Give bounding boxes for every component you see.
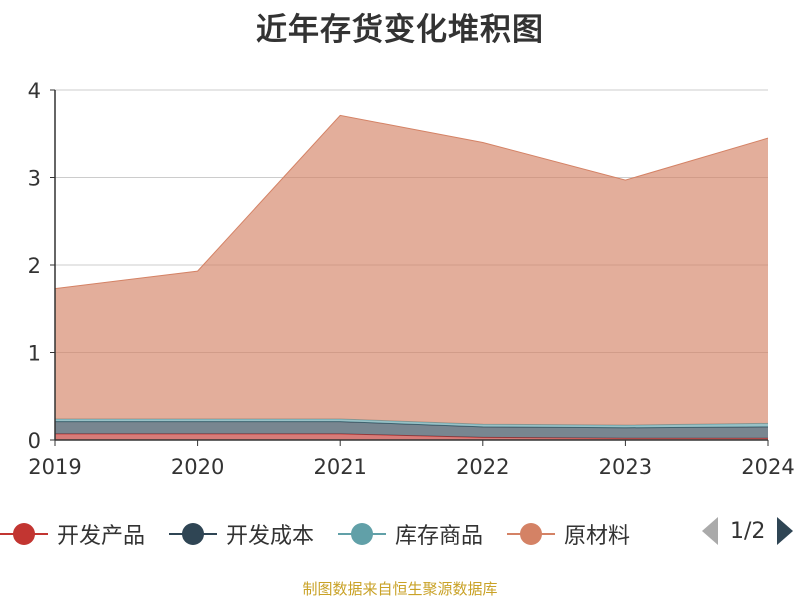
legend-item[interactable]: 开发成本	[169, 518, 314, 550]
chart-title: 近年存货变化堆积图	[256, 12, 544, 48]
legend-prev-page-icon[interactable]	[702, 517, 718, 545]
legend-item[interactable]: 开发产品	[0, 518, 145, 550]
area-库存商品	[55, 419, 768, 428]
legend-marker-icon	[507, 519, 556, 549]
legend-marker-dot	[182, 523, 205, 545]
legend-label: 库存商品	[395, 524, 484, 549]
legend-marker-icon	[169, 519, 218, 549]
x-tick-label: 2023	[599, 455, 652, 479]
legend-marker-icon	[0, 519, 48, 549]
area-line-原材料	[54, 114, 769, 290]
legend-marker-dot	[13, 523, 35, 545]
y-tick-label: 4	[28, 79, 41, 103]
area-原材料	[55, 115, 768, 426]
legend-label: 原材料	[564, 524, 631, 549]
legend-item[interactable]: 库存商品	[338, 518, 483, 550]
x-tick-label: 2019	[28, 455, 81, 479]
axes: 0 1 2 3 4 2019 2020 2021 2022 2023 2024	[28, 79, 795, 479]
x-tick-label: 2024	[741, 455, 794, 479]
legend-label: 开发产品	[57, 524, 146, 549]
legend: 开发产品 开发成本 库存商品 原材料	[0, 514, 800, 554]
legend-marker-dot	[520, 523, 543, 545]
area-开发成本	[55, 421, 768, 439]
x-tick-label: 2022	[456, 455, 509, 479]
source-note: 制图数据来自恒生聚源数据库	[302, 580, 498, 598]
legend-next-page-icon[interactable]	[777, 517, 794, 545]
legend-item[interactable]: 原材料	[507, 518, 630, 550]
legend-items: 开发产品 开发成本 库存商品 原材料	[0, 518, 654, 550]
legend-pager: 1/2	[702, 517, 794, 545]
legend-page-indicator: 1/2	[730, 518, 766, 544]
legend-label: 开发成本	[226, 524, 315, 549]
y-tick-label: 2	[28, 254, 41, 278]
legend-marker-dot	[351, 523, 374, 545]
x-tick-label: 2021	[313, 455, 366, 479]
y-tick-label: 3	[28, 167, 41, 191]
y-tick-label: 1	[28, 342, 41, 366]
y-tick-label: 0	[28, 429, 41, 453]
area-series	[54, 114, 769, 440]
legend-marker-icon	[338, 519, 387, 549]
x-tick-label: 2020	[171, 455, 224, 479]
